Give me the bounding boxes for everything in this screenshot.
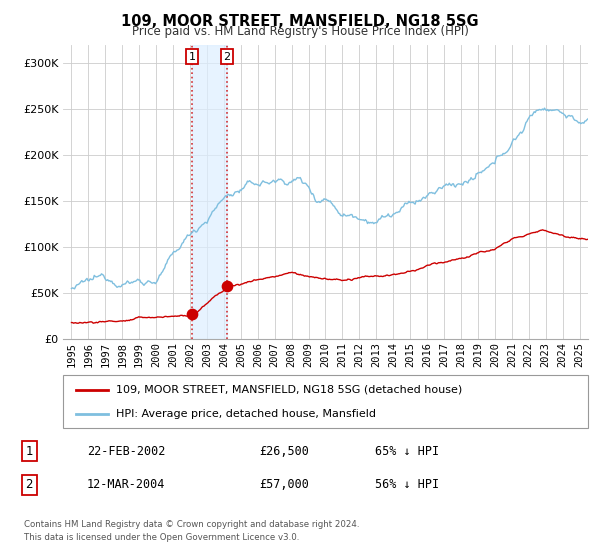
Text: 22-FEB-2002: 22-FEB-2002: [87, 445, 165, 458]
Text: 2: 2: [224, 52, 230, 62]
Text: HPI: Average price, detached house, Mansfield: HPI: Average price, detached house, Mans…: [115, 409, 376, 419]
Text: Price paid vs. HM Land Registry's House Price Index (HPI): Price paid vs. HM Land Registry's House …: [131, 25, 469, 38]
Text: 65% ↓ HPI: 65% ↓ HPI: [375, 445, 439, 458]
Text: 1: 1: [189, 52, 196, 62]
Text: 109, MOOR STREET, MANSFIELD, NG18 5SG: 109, MOOR STREET, MANSFIELD, NG18 5SG: [121, 14, 479, 29]
Text: Contains HM Land Registry data © Crown copyright and database right 2024.: Contains HM Land Registry data © Crown c…: [24, 520, 359, 529]
Text: £57,000: £57,000: [260, 478, 310, 492]
Text: 56% ↓ HPI: 56% ↓ HPI: [375, 478, 439, 492]
Text: 12-MAR-2004: 12-MAR-2004: [87, 478, 165, 492]
Text: 109, MOOR STREET, MANSFIELD, NG18 5SG (detached house): 109, MOOR STREET, MANSFIELD, NG18 5SG (d…: [115, 385, 462, 395]
Text: £26,500: £26,500: [260, 445, 310, 458]
Text: 1: 1: [26, 445, 33, 458]
Text: This data is licensed under the Open Government Licence v3.0.: This data is licensed under the Open Gov…: [24, 533, 299, 542]
FancyBboxPatch shape: [63, 375, 588, 428]
Bar: [192, 45, 227, 339]
Point: [187, 310, 197, 319]
Point: [223, 282, 232, 291]
Text: 2: 2: [26, 478, 33, 492]
